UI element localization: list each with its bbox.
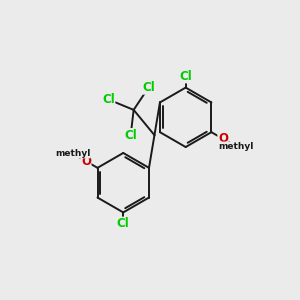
Text: O: O bbox=[218, 132, 228, 146]
Text: Cl: Cl bbox=[142, 81, 155, 94]
Text: methyl: methyl bbox=[219, 142, 254, 151]
Text: Cl: Cl bbox=[117, 217, 130, 230]
Text: O: O bbox=[81, 154, 91, 168]
Text: Cl: Cl bbox=[179, 70, 192, 83]
Text: Cl: Cl bbox=[124, 129, 137, 142]
Text: Cl: Cl bbox=[102, 93, 115, 106]
Text: methyl: methyl bbox=[55, 149, 90, 158]
